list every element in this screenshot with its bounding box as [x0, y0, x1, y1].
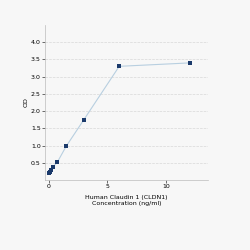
Point — [55, 160, 59, 164]
Point — [47, 171, 51, 175]
Point — [49, 168, 53, 172]
Point — [51, 165, 55, 169]
Point — [117, 64, 121, 68]
Point — [48, 170, 52, 174]
Y-axis label: OD: OD — [23, 98, 28, 108]
Point — [82, 118, 86, 122]
Point — [46, 171, 50, 175]
Point — [188, 61, 192, 65]
Point — [64, 144, 68, 148]
X-axis label: Human Claudin 1 (CLDN1)
Concentration (ng/ml): Human Claudin 1 (CLDN1) Concentration (n… — [85, 195, 168, 205]
